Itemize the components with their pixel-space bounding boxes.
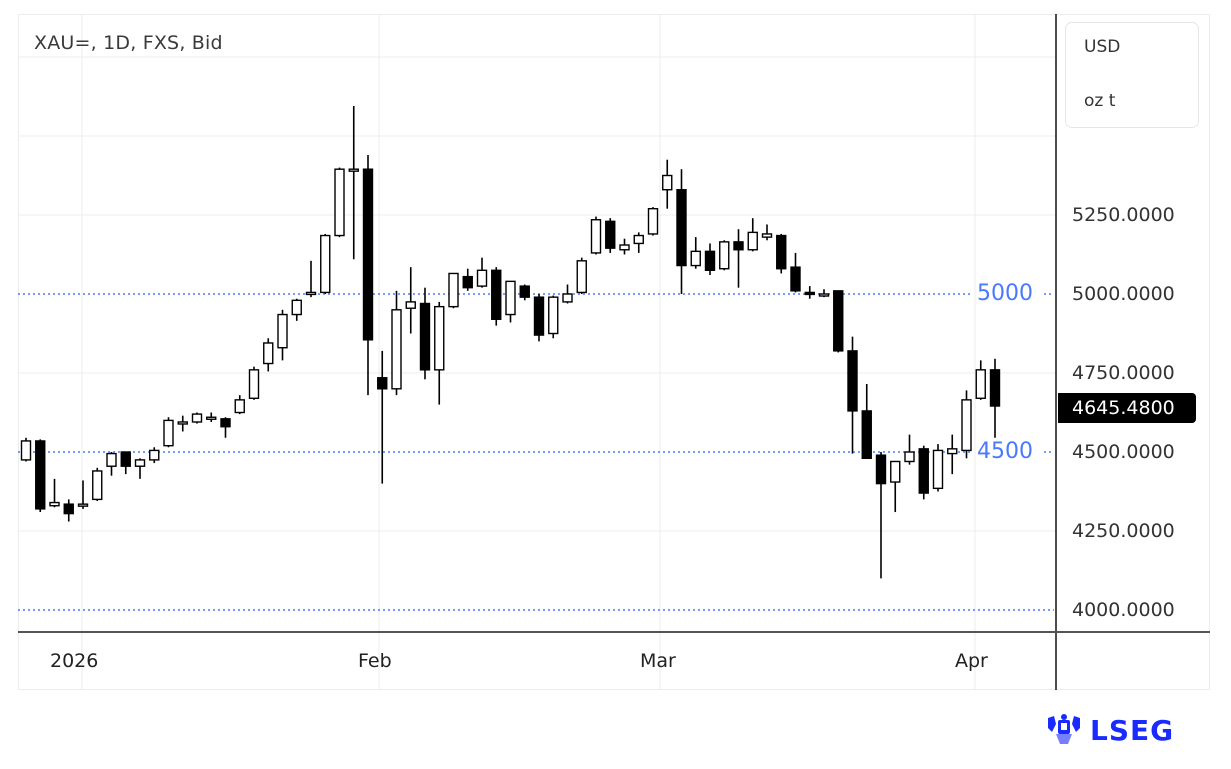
candle — [35, 439, 46, 513]
measure-label: oz t — [1084, 91, 1116, 111]
candle — [191, 412, 203, 424]
line-label-4500: 4500 — [977, 439, 1033, 464]
candle — [676, 169, 687, 294]
candle — [263, 338, 274, 372]
candle — [320, 233, 331, 294]
currency-label: USD — [1084, 37, 1121, 57]
candle — [291, 298, 302, 321]
candle — [362, 154, 374, 396]
candle — [918, 445, 929, 500]
candle — [348, 105, 359, 260]
y-tick-label: 4750.0000 — [1072, 362, 1175, 384]
candle — [576, 257, 587, 294]
candle — [462, 268, 473, 291]
candle — [476, 257, 488, 288]
line-label-5000: 5000 — [977, 281, 1033, 306]
candle — [20, 437, 32, 462]
candle — [220, 417, 231, 438]
candle — [890, 460, 901, 513]
y-tick-label: 4000.0000 — [1072, 599, 1175, 621]
candle — [804, 286, 815, 299]
candle — [206, 412, 217, 422]
candle — [833, 290, 844, 353]
candle — [163, 417, 174, 448]
unit-box: USD oz t — [1065, 22, 1199, 128]
candle — [605, 218, 616, 253]
candle — [989, 358, 1001, 438]
candle — [106, 452, 117, 476]
candle — [234, 395, 245, 415]
candle — [377, 350, 388, 484]
candle — [77, 480, 89, 509]
candle — [277, 309, 288, 361]
candle — [405, 267, 416, 334]
candle — [120, 451, 131, 475]
crest-icon — [1048, 714, 1080, 744]
candle — [49, 478, 60, 508]
grid-lines — [18, 14, 1210, 690]
candle — [533, 294, 545, 342]
candle — [548, 295, 559, 339]
candle — [861, 384, 872, 460]
candle — [562, 284, 573, 304]
candle — [419, 287, 431, 380]
candle — [519, 284, 530, 301]
symbol-title: XAU=, 1D, FXS, Bid — [34, 32, 223, 54]
candle — [790, 252, 801, 293]
candle — [932, 444, 944, 492]
candle — [847, 336, 858, 454]
x-tick-label: 2026 — [50, 650, 99, 672]
candle — [434, 301, 445, 405]
chart-frame — [18, 14, 1210, 690]
candle — [733, 229, 744, 288]
y-tick-label: 5000.0000 — [1072, 283, 1175, 305]
candle — [92, 467, 103, 501]
y-tick-label: 4250.0000 — [1072, 520, 1175, 542]
candle — [947, 434, 958, 475]
candle — [647, 207, 659, 236]
candle — [662, 159, 673, 209]
candle — [63, 499, 74, 522]
candles — [20, 105, 1001, 579]
candle — [761, 224, 773, 241]
y-tick-label: 4500.0000 — [1072, 441, 1175, 463]
candle — [619, 238, 630, 255]
candle — [690, 237, 701, 269]
candle — [818, 289, 830, 298]
x-tick-label: Feb — [358, 650, 392, 672]
candle — [505, 280, 516, 323]
candle — [776, 233, 787, 274]
candle — [633, 232, 644, 253]
candle — [177, 415, 188, 432]
candle — [975, 360, 986, 400]
candle — [875, 452, 887, 579]
candle — [590, 216, 602, 255]
candle — [149, 447, 160, 464]
reference-lines — [18, 293, 1054, 611]
candle — [334, 167, 345, 238]
candle — [747, 218, 758, 252]
y-tick-label: 5250.0000 — [1072, 204, 1175, 226]
candle — [448, 272, 459, 309]
candle — [491, 267, 502, 326]
candle — [391, 290, 402, 396]
candle — [704, 243, 716, 276]
x-tick-label: Apr — [955, 650, 988, 672]
lseg-logo: LSEG — [1046, 712, 1174, 748]
candle — [305, 260, 317, 298]
candle — [134, 458, 146, 479]
candle — [961, 390, 972, 459]
x-tick-label: Mar — [640, 650, 676, 672]
current-price-badge: 4645.4800 — [1058, 393, 1196, 423]
candle — [248, 366, 260, 400]
candle — [904, 434, 915, 465]
candle — [719, 240, 730, 271]
brand-name: LSEG — [1090, 713, 1175, 747]
